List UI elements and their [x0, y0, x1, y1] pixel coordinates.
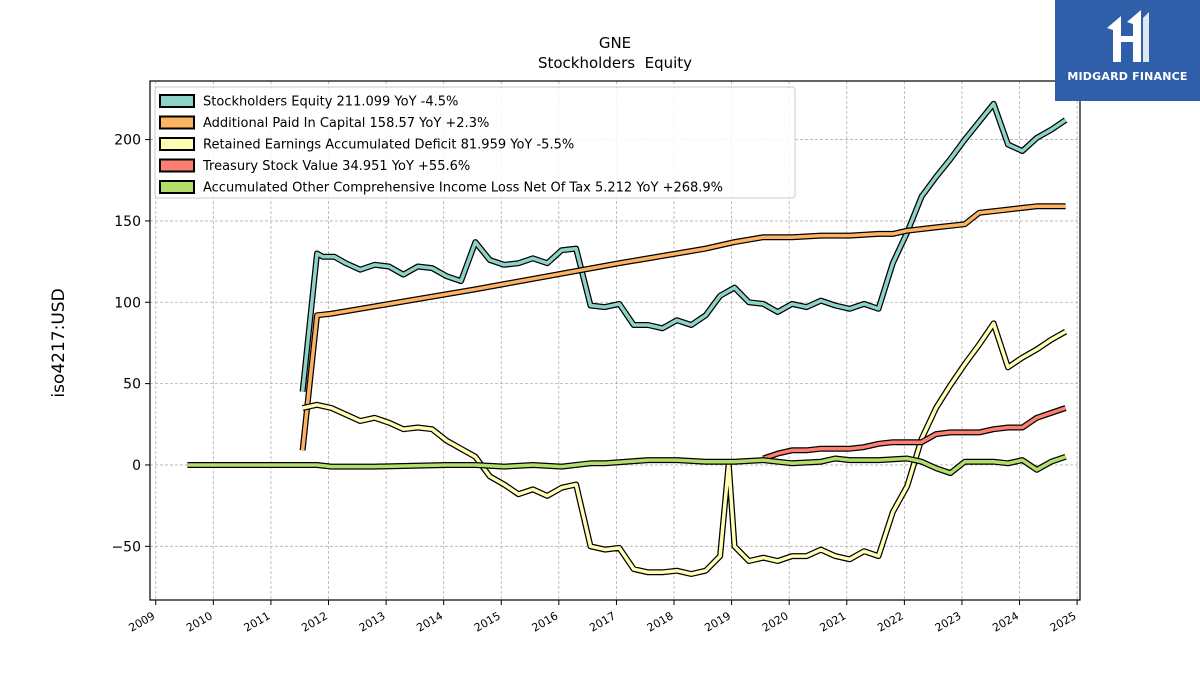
- legend-label-0: Stockholders Equity 211.099 YoY -4.5%: [203, 95, 458, 110]
- y-tick-label: 100: [114, 295, 141, 311]
- x-tick-label: 2020: [760, 609, 791, 634]
- series-line-2: [302, 321, 1067, 576]
- legend-swatch-2: [159, 137, 195, 151]
- x-tick-label: 2009: [127, 609, 158, 634]
- series-line-3: [762, 406, 1067, 461]
- x-tick-label: 2016: [530, 609, 561, 634]
- legend-label-1: Additional Paid In Capital 158.57 YoY +2…: [203, 116, 489, 131]
- y-axis: −50 0 50 100 150 200: [111, 133, 150, 555]
- x-tick-label: 2018: [645, 609, 676, 634]
- x-tick-label: 2023: [933, 609, 964, 634]
- x-tick-label: 2011: [242, 609, 273, 634]
- legend-label-3: Treasury Stock Value 34.951 YoY +55.6%: [202, 159, 470, 174]
- legend-label-4: Accumulated Other Comprehensive Income L…: [203, 181, 723, 196]
- series-layer: [187, 100, 1068, 577]
- x-tick-label: 2021: [818, 609, 849, 634]
- plot-frame: [149, 80, 1081, 601]
- y-axis-label: iso4217:USD: [49, 288, 69, 397]
- x-tick-label: 2022: [875, 609, 906, 634]
- y-tick-label: 150: [114, 214, 141, 230]
- logo-text: MIDGARD FINANCE: [1067, 70, 1188, 83]
- legend-swatch-3: [159, 158, 195, 173]
- legend-swatch-4: [159, 180, 195, 194]
- legend-swatch-0: [159, 94, 195, 108]
- x-tick-label: 2012: [299, 609, 330, 634]
- y-tick-label: 200: [114, 133, 141, 149]
- legend: Stockholders Equity 211.099 YoY -4.5% Add…: [154, 86, 796, 199]
- brand-logo: MIDGARD FINANCE: [1055, 0, 1200, 101]
- legend-swatch-1: [159, 115, 195, 130]
- x-tick-label: 2014: [414, 609, 445, 634]
- x-tick-label: 2024: [990, 609, 1021, 634]
- x-tick-label: 2010: [184, 609, 215, 634]
- x-tick-label: 2013: [357, 609, 388, 634]
- y-tick-label: 50: [123, 377, 141, 393]
- series-line-0: [300, 102, 1067, 392]
- series-line-4: [187, 455, 1067, 475]
- series-line-1: [300, 204, 1066, 451]
- legend-label-2: Retained Earnings Accumulated Deficit 81…: [203, 138, 574, 153]
- y-tick-label: 0: [132, 458, 141, 474]
- chart-subtitle: Stockholders Equity: [538, 54, 692, 72]
- logo-mark-icon: [1107, 10, 1149, 62]
- legend-box: [154, 86, 796, 199]
- x-tick-label: 2019: [702, 609, 733, 634]
- x-tick-label: 2017: [587, 609, 618, 634]
- y-tick-label: −50: [111, 539, 141, 555]
- x-tick-label: 2015: [472, 609, 503, 634]
- x-tick-label: 2025: [1048, 609, 1079, 634]
- x-axis: 2009 2010 2011 2012 2013 2014 2015 2016 2017 2018…: [127, 600, 1079, 635]
- chart-title: GNE: [599, 34, 631, 52]
